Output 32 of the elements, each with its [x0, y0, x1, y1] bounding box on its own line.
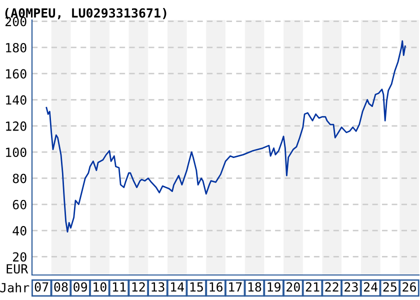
x-tick-label: 12: [132, 282, 145, 292]
x-tick-label: 19: [268, 282, 280, 292]
x-tick-label: 10: [94, 282, 106, 292]
x-tick-label: 08: [54, 282, 68, 292]
y-tick-label: 160: [6, 69, 26, 79]
x-tick-label: 26: [402, 282, 416, 292]
y-axis-title: EUR: [6, 264, 28, 274]
x-tick-label: 11: [112, 282, 126, 292]
x-tick-label: 25: [383, 282, 396, 292]
line-series: [46, 40, 406, 233]
x-axis-title: Jahr: [0, 282, 30, 292]
y-tick-label: 100: [6, 148, 26, 158]
x-tick-label: 23: [344, 282, 358, 292]
y-tick-label: 180: [6, 42, 26, 52]
x-tick-label: 22: [325, 282, 338, 292]
x-tick-label: 17: [229, 282, 242, 292]
y-tick-label: 40: [12, 226, 26, 236]
x-tick-label: 13: [152, 282, 164, 292]
x-tick-label: 07: [34, 282, 48, 292]
x-tick-label: 18: [248, 282, 262, 292]
x-tick-label: 21: [306, 282, 320, 292]
x-tick-label: 14: [171, 282, 184, 292]
y-tick-label: 20: [13, 252, 26, 262]
y-tick-label: 140: [6, 95, 26, 105]
y-tick-label: 80: [12, 174, 26, 184]
x-tick-label: 15: [190, 282, 203, 292]
x-tick-label: 24: [364, 282, 378, 292]
y-tick-label: 60: [12, 200, 26, 210]
x-tick-label: 16: [210, 282, 222, 292]
x-tick-label: 09: [74, 282, 87, 292]
x-tick-label: 20: [286, 282, 300, 292]
y-tick-label: 120: [6, 121, 26, 131]
